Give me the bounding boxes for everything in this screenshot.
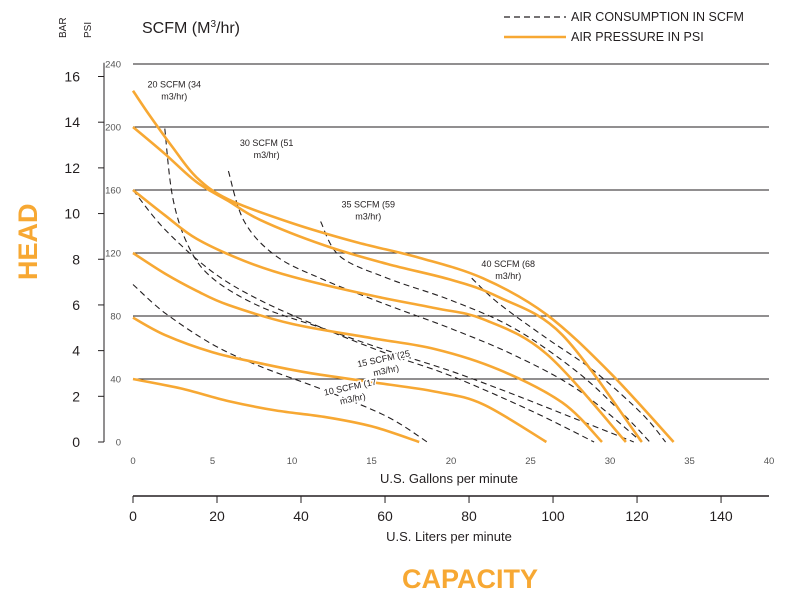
- gpm-tick-label: 0: [130, 456, 135, 467]
- lpm-tick-label: 120: [625, 508, 649, 524]
- lpm-tick-label: 40: [293, 508, 309, 524]
- scfm-header-sup: 3: [210, 19, 216, 30]
- bar-tick-label: 0: [72, 434, 80, 450]
- bar-tick-label: 10: [64, 206, 80, 222]
- gpm-tick-label: 30: [605, 456, 616, 467]
- scfm-annotation-line: 20 SCFM (34: [148, 80, 202, 90]
- scfm-20-consumption-line: [164, 128, 635, 443]
- scfm-annotation-line: m3/hr): [495, 271, 521, 281]
- gpm-tick-label: 25: [525, 456, 536, 467]
- scfm-30-consumption-line: [227, 170, 643, 443]
- psi-tick-label: 40: [110, 375, 121, 386]
- scfm-header-main: SCFM (M: [142, 20, 210, 37]
- gpm-tick-label: 40: [764, 456, 775, 467]
- psi-220-pressure-line: [131, 90, 675, 443]
- lpm-tick-label: 60: [377, 508, 393, 524]
- scfm-annotation: 35 SCFM (59 m3/hr): [340, 198, 397, 223]
- lpm-tick-label: 20: [209, 508, 225, 524]
- bar-tick-label: 14: [64, 114, 80, 130]
- bar-tick-label: 12: [64, 160, 80, 176]
- bar-tick-label: 8: [72, 251, 80, 267]
- psi-axis-title: PSI: [83, 22, 94, 38]
- legend-label-pressure: AIR PRESSURE IN PSI: [571, 30, 704, 44]
- bar-axis-title: BAR: [58, 17, 69, 38]
- lpm-tick-label: 0: [129, 508, 137, 524]
- scfm-10-consumption-line: [132, 284, 428, 443]
- lpm-tick-label: 140: [709, 508, 733, 524]
- gpm-tick-label: 20: [446, 456, 457, 467]
- psi-tick-label: 200: [105, 123, 121, 134]
- psi-tick-label: 80: [110, 312, 121, 323]
- scfm-annotation-line: m3/hr): [254, 150, 280, 160]
- psi-160-pressure-line: [132, 188, 627, 443]
- scfm-annotation: 20 SCFM (34 m3/hr): [146, 78, 203, 103]
- legend: AIR CONSUMPTION IN SCFM AIR PRESSURE IN …: [504, 10, 744, 44]
- gpm-tick-label: 15: [366, 456, 377, 467]
- bar-tick-label: 2: [72, 388, 80, 404]
- gpm-tick-label: 35: [684, 456, 695, 467]
- bar-tick-label: 4: [72, 343, 80, 359]
- scfm-annotation-line: m3/hr): [161, 92, 187, 102]
- psi-tick-label: 0: [116, 438, 121, 449]
- scfm-annotation: 30 SCFM (51 m3/hr): [238, 136, 295, 161]
- gpm-tick-label: 10: [287, 456, 298, 467]
- bar-tick-label: 6: [72, 297, 80, 313]
- legend-label-consumption: AIR CONSUMPTION IN SCFM: [571, 10, 744, 24]
- lpm-axis-title: U.S. Liters per minute: [386, 529, 512, 544]
- grid: [133, 63, 769, 380]
- gpm-axis-title: U.S. Gallons per minute: [380, 471, 518, 486]
- psi-tick-label: 160: [105, 186, 121, 197]
- psi-120-pressure-line: [132, 251, 603, 443]
- scfm-annotation-line: 30 SCFM (51: [240, 138, 294, 148]
- head-label: HEAD: [13, 203, 43, 280]
- psi-tick-label: 120: [105, 249, 121, 260]
- psi-200-pressure-line: [132, 126, 643, 443]
- scfm-40-consumption-line: [471, 277, 667, 443]
- lpm-tick-label: 100: [541, 508, 565, 524]
- scfm-annotation-line: 35 SCFM (59: [342, 199, 396, 209]
- scfm-annotation-line: 40 SCFM (68: [481, 259, 535, 269]
- psi-tick-label: 240: [105, 60, 121, 71]
- psi-40-pressure-line: [132, 377, 420, 444]
- psi-80-pressure-line: [132, 316, 548, 444]
- bar-tick-label: 16: [64, 69, 80, 85]
- gpm-tick-label: 5: [210, 456, 215, 467]
- scfm-annotation-line: m3/hr): [355, 211, 381, 221]
- capacity-label: CAPACITY: [402, 564, 538, 593]
- scfm-header: SCFM (M3/hr): [142, 19, 240, 37]
- scfm-annotation: 40 SCFM (68 m3/hr): [480, 258, 537, 283]
- lpm-tick-label: 80: [461, 508, 477, 524]
- series: [131, 90, 675, 444]
- scfm-header-tail: /hr): [216, 20, 240, 37]
